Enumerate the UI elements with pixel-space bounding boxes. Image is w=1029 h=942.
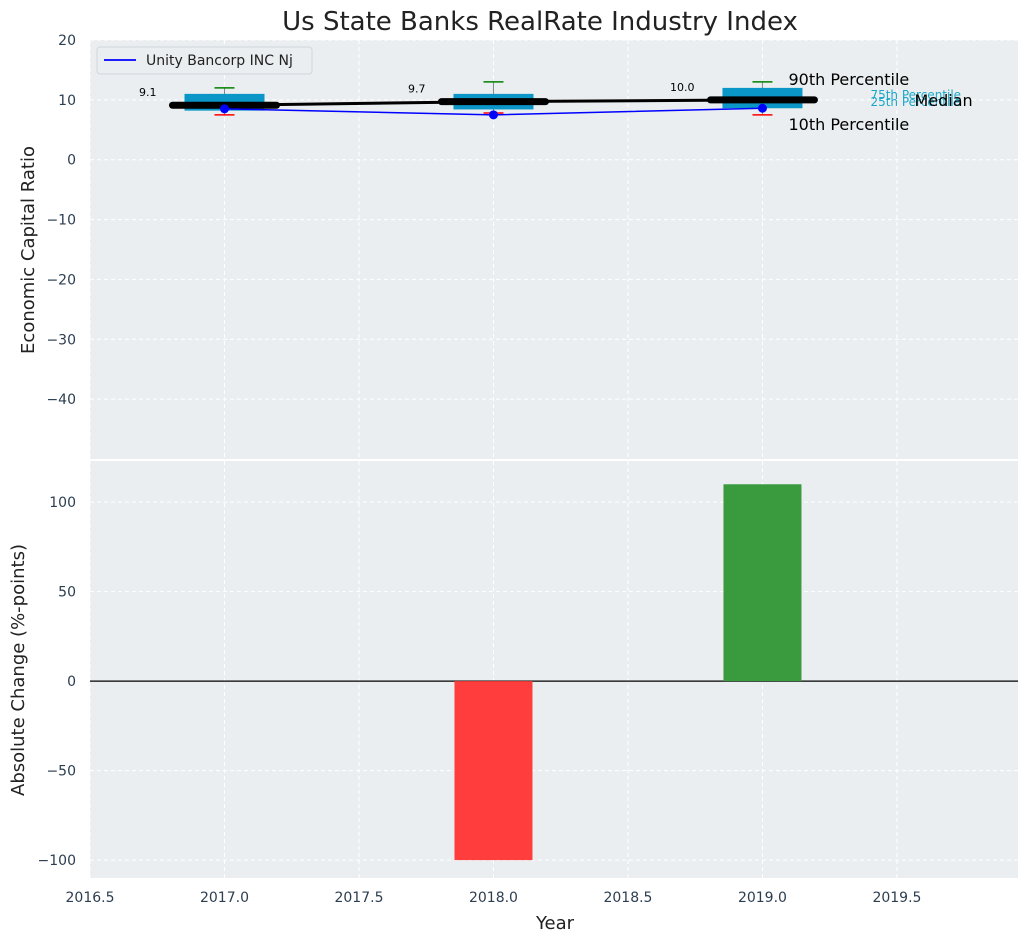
annotation-median: Median — [914, 91, 972, 110]
top-y-tick-label: −10 — [46, 213, 76, 229]
company-series-point — [488, 110, 498, 120]
bottom-y-tick-label: −100 — [38, 853, 76, 869]
top-y-tick-label: −20 — [46, 272, 76, 288]
top-y-tick-label: 20 — [58, 33, 76, 49]
bottom-y-tick-label: 100 — [49, 495, 76, 511]
median-value-label: 10.0 — [670, 81, 695, 94]
x-tick-label: 2017.5 — [334, 890, 383, 906]
bottom-y-tick-label: 50 — [58, 585, 76, 601]
annotation-p25: 25th Percentile — [870, 95, 961, 109]
change-bar — [454, 681, 533, 861]
chart-title: Us State Banks RealRate Industry Index — [282, 7, 798, 37]
company-series-point — [757, 103, 767, 113]
bottom-y-tick-label: −50 — [46, 764, 76, 780]
x-tick-label: 2018.5 — [603, 890, 652, 906]
top-y-axis-label: Economic Capital Ratio — [18, 146, 39, 354]
top-y-tick-label: −40 — [46, 392, 76, 408]
bottom-plot-area — [90, 461, 1018, 878]
bottom-y-tick-label: 0 — [67, 674, 76, 690]
x-axis-label: Year — [535, 913, 575, 934]
change-bar — [723, 484, 802, 682]
bottom-panel: 100 50 0 −50 −100 2016.5 2017.0 2017.5 2018.0 201… — [38, 461, 1018, 906]
top-y-tick-label: 0 — [67, 153, 76, 169]
top-y-tick-label: 10 — [58, 93, 76, 109]
legend-entry-label: Unity Bancorp INC Nj — [146, 53, 293, 69]
top-panel: 20 10 0 −10 −20 −30 −40 9.1 9.7 10.0 90th Percenti… — [46, 33, 1018, 459]
x-tick-label: 2016.5 — [66, 890, 115, 906]
legend-box — [96, 46, 313, 75]
company-series-point — [219, 104, 229, 114]
x-tick-label: 2017.0 — [200, 890, 249, 906]
annotation-p75: 75th Percentile — [870, 88, 961, 102]
bottom-y-axis-label: Absolute Change (%-points) — [8, 544, 29, 796]
top-y-tick-label: −30 — [46, 332, 76, 348]
legend: Unity Bancorp INC Nj — [96, 46, 313, 75]
x-tick-label: 2018.0 — [469, 890, 518, 906]
annotation-p90: 90th Percentile — [788, 70, 909, 89]
x-tick-label: 2019.5 — [872, 890, 921, 906]
annotation-p10: 10th Percentile — [788, 115, 909, 134]
median-value-label: 9.7 — [408, 83, 426, 96]
x-tick-label: 2019.0 — [738, 890, 787, 906]
median-value-label: 9.1 — [139, 86, 157, 99]
